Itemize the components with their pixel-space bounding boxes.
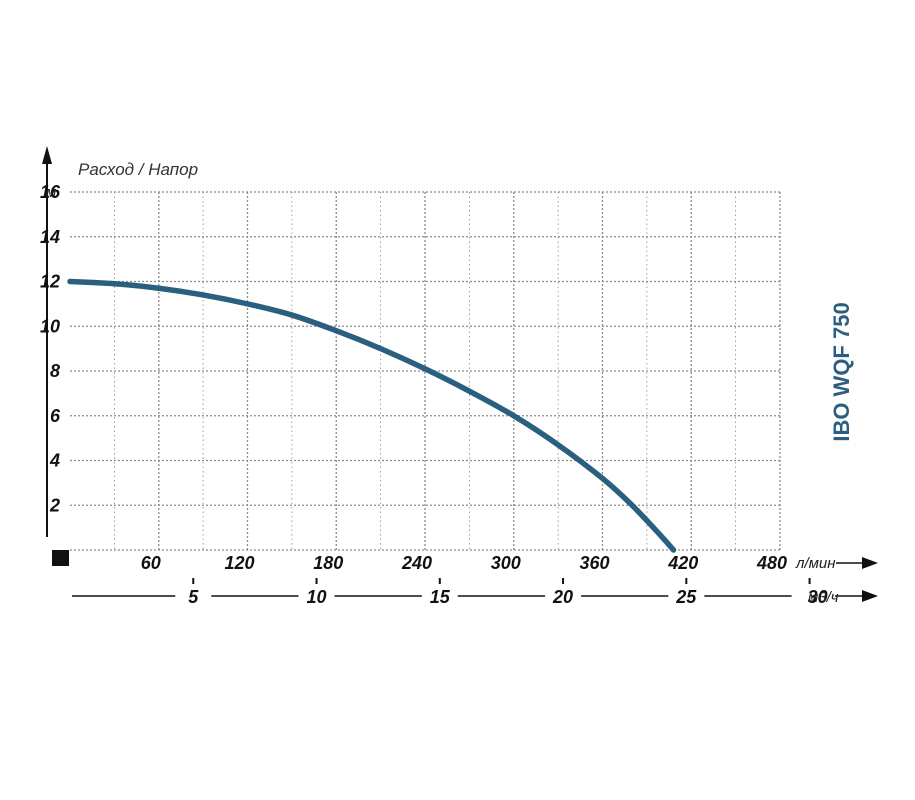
- x-tick-label: 240: [401, 553, 432, 573]
- model-title: IBO WQF 750: [829, 302, 854, 441]
- y-tick-label: 12: [40, 272, 60, 292]
- origin-marker: [52, 550, 69, 566]
- x2-unit-label: м3/ч: [808, 589, 839, 606]
- y-tick-label: 6: [50, 406, 61, 426]
- x-tick-label: 120: [224, 553, 254, 573]
- x-tick-label: 180: [313, 553, 343, 573]
- x2-tick-label: 5: [188, 587, 199, 607]
- secondary-x-axis: 5 10 15 20 25 30: [72, 578, 862, 607]
- y-axis-arrow: [42, 146, 52, 164]
- x-tick-labels: 60 120 180 240 300 360 420 480: [141, 553, 787, 573]
- x2-tick-label: 10: [307, 587, 327, 607]
- series-line: [67, 278, 677, 553]
- x2-tick-label: 15: [430, 587, 451, 607]
- y-tick-label: 2: [49, 495, 60, 515]
- grid: [70, 191, 781, 551]
- axes: [42, 146, 878, 602]
- x-tick-label: 480: [756, 553, 787, 573]
- y-unit-label: м: [46, 184, 56, 201]
- x-unit-label: л/мин: [795, 555, 836, 572]
- x2-tick-label: 25: [675, 587, 697, 607]
- x2-axis-arrow: [862, 590, 878, 602]
- x-tick-label: 420: [667, 553, 698, 573]
- x-tick-label: 60: [141, 553, 161, 573]
- y-tick-label: 14: [40, 227, 60, 247]
- x2-tick-label: 20: [552, 587, 573, 607]
- x-tick-label: 300: [491, 553, 521, 573]
- y-tick-label: 16: [40, 182, 61, 202]
- y-tick-labels: 16 14 12 10 8 6 4 2: [40, 182, 61, 515]
- x-tick-label: 360: [579, 553, 609, 573]
- series: [67, 278, 677, 553]
- x-axis-arrow: [862, 557, 878, 569]
- y-tick-label: 8: [50, 361, 60, 381]
- axis-title: Расход / Напор: [78, 160, 198, 179]
- x2-tick-label: 30: [808, 587, 828, 607]
- y-tick-label: 4: [49, 451, 60, 471]
- y-tick-label: 10: [40, 316, 60, 336]
